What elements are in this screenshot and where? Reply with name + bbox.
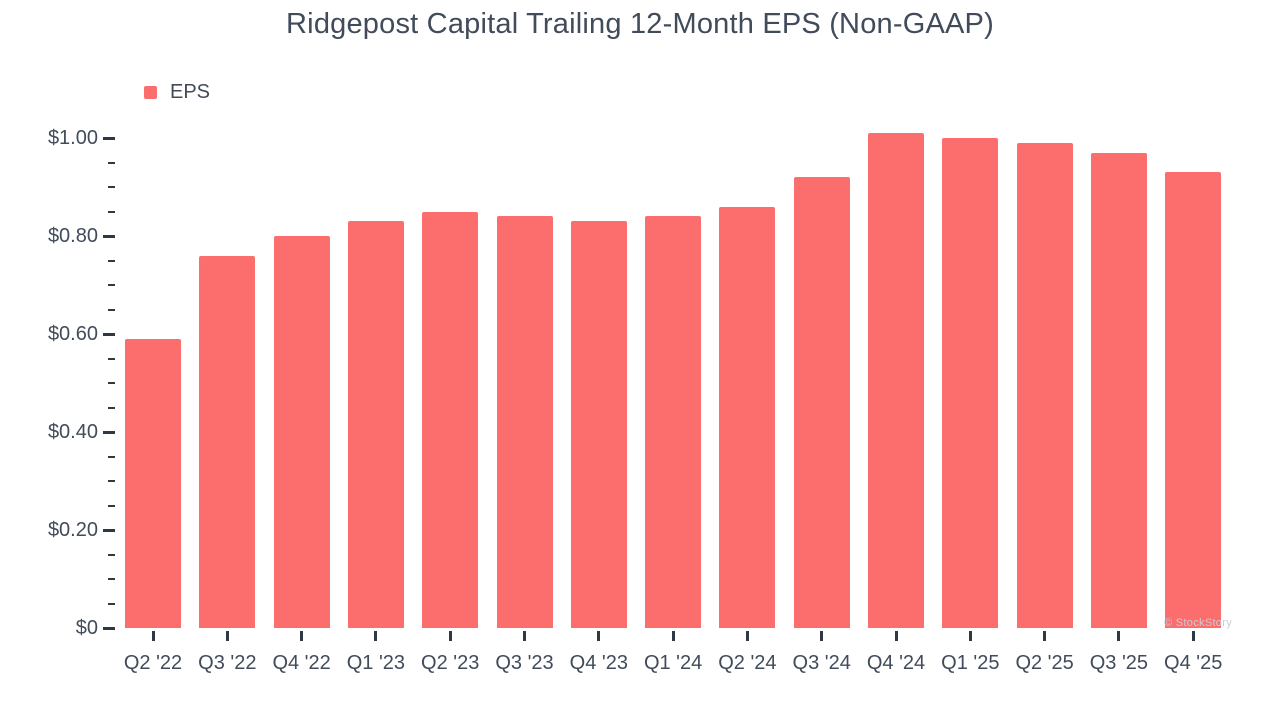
x-axis-label: Q3 '24 xyxy=(792,652,851,674)
bar xyxy=(1165,172,1222,628)
y-axis-label: $0.60 xyxy=(47,323,98,345)
y-axis-minor-tick xyxy=(108,259,115,262)
x-axis-label: Q4 '22 xyxy=(272,652,331,674)
x-axis-label: Q4 '25 xyxy=(1164,652,1223,674)
x-axis-label: Q2 '22 xyxy=(123,652,183,674)
watermark: © StockStory xyxy=(1164,617,1232,629)
x-axis-tick xyxy=(1043,631,1047,641)
y-axis-major-tick xyxy=(103,332,115,336)
bar xyxy=(422,211,479,628)
y-axis-major-tick xyxy=(103,626,115,630)
x-axis-tick xyxy=(745,631,749,641)
x-axis-label: Q3 '23 xyxy=(495,652,554,674)
y-axis-minor-tick xyxy=(108,578,115,580)
x-axis-label: Q4 '23 xyxy=(569,652,628,674)
chart-title: Ridgepost Capital Trailing 12-Month EPS … xyxy=(286,8,994,40)
bar xyxy=(347,221,404,628)
x-axis-tick xyxy=(968,631,972,641)
y-axis-minor-tick xyxy=(108,553,115,556)
y-axis-minor-tick xyxy=(108,455,115,458)
bar xyxy=(645,216,702,628)
bar xyxy=(570,221,627,628)
x-axis-tick xyxy=(300,631,304,641)
y-axis-minor-tick xyxy=(108,382,115,384)
legend: EPS xyxy=(144,81,210,103)
bar xyxy=(125,338,181,628)
y-axis-minor-tick xyxy=(108,161,115,164)
y-axis-label: $1.00 xyxy=(47,127,98,149)
x-axis-label: Q3 '25 xyxy=(1089,652,1149,674)
bar xyxy=(868,133,924,628)
x-axis-tick xyxy=(374,631,378,641)
x-axis-tick xyxy=(225,631,229,641)
x-axis-label: Q3 '22 xyxy=(198,652,257,674)
y-axis-minor-tick xyxy=(108,284,115,286)
y-axis-minor-tick xyxy=(108,357,115,360)
legend-swatch-icon xyxy=(144,85,157,99)
x-axis-tick xyxy=(894,631,898,641)
x-axis-tick xyxy=(1117,631,1121,641)
y-axis-label: $0.80 xyxy=(47,225,98,247)
y-axis-label: $0 xyxy=(75,617,98,639)
y-axis-major-tick xyxy=(103,528,115,532)
legend-label: EPS xyxy=(170,80,211,103)
x-axis-label: Q1 '24 xyxy=(643,652,703,674)
y-axis-minor-tick xyxy=(108,602,115,605)
bar xyxy=(793,177,850,628)
x-axis-label: Q1 '23 xyxy=(346,652,406,674)
x-axis-tick xyxy=(820,631,824,641)
x-axis-tick xyxy=(1191,631,1195,641)
y-axis-minor-tick xyxy=(108,210,115,213)
y-axis-major-tick xyxy=(103,234,115,238)
y-axis-minor-tick xyxy=(108,308,115,311)
bar xyxy=(942,138,999,628)
y-axis-minor-tick xyxy=(108,406,115,409)
x-axis-label: Q4 '24 xyxy=(866,652,926,674)
y-axis-major-tick xyxy=(103,430,115,434)
y-axis-minor-tick xyxy=(108,186,115,188)
y-axis-label: $0.20 xyxy=(47,519,98,541)
x-axis-label: Q1 '25 xyxy=(941,652,1000,674)
y-axis-minor-tick xyxy=(108,480,115,482)
bar xyxy=(1090,152,1147,628)
bar xyxy=(199,255,256,628)
bar xyxy=(496,216,553,628)
x-axis-tick xyxy=(523,631,526,641)
x-axis-label: Q2 '23 xyxy=(421,652,480,674)
y-axis-label: $0.40 xyxy=(47,421,98,443)
y-axis-major-tick xyxy=(103,136,115,140)
x-axis-label: Q2 '25 xyxy=(1015,652,1074,674)
bar xyxy=(719,206,776,628)
x-axis-label: Q2 '24 xyxy=(718,652,777,674)
x-axis-tick xyxy=(448,631,452,641)
x-axis-tick xyxy=(597,631,601,641)
bar xyxy=(1016,142,1073,628)
y-axis-minor-tick xyxy=(108,504,115,507)
x-axis-tick xyxy=(151,631,155,641)
x-axis-tick xyxy=(671,631,675,641)
bar xyxy=(273,236,330,628)
